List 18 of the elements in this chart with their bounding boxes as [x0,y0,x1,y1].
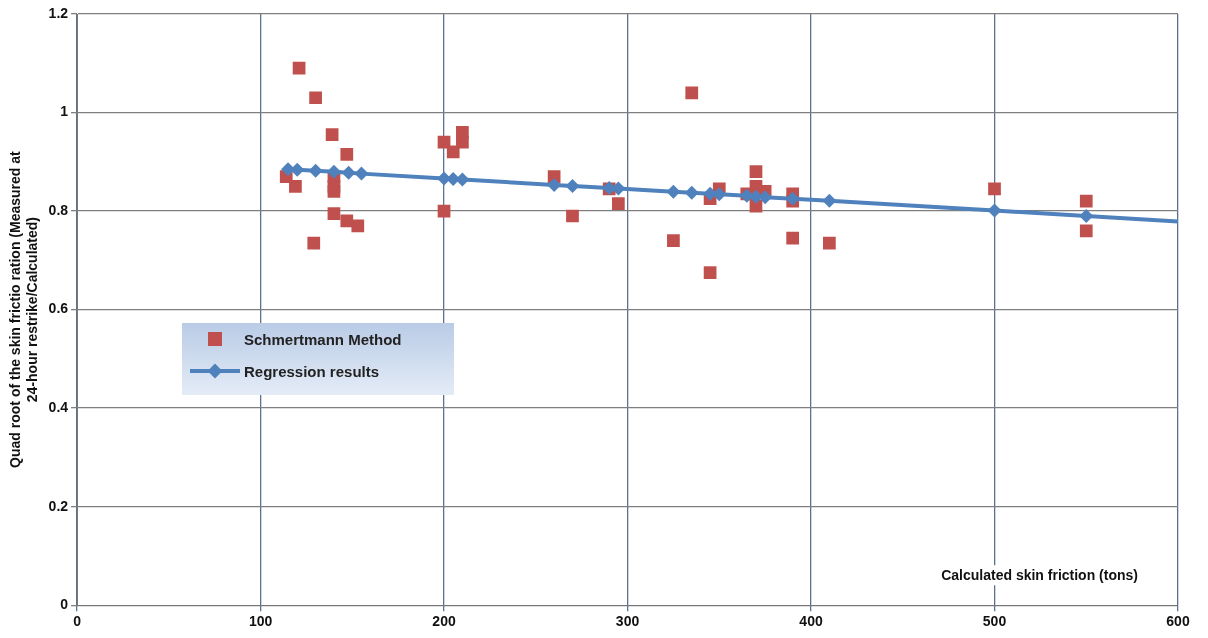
legend-label: Regression results [244,362,380,380]
x-tick-label: 0 [73,613,82,630]
x-tick-label: 400 [799,613,823,630]
y-tick-label: 0.8 [48,201,69,218]
y-axis-title: Quad root of the skin frictio ration (Measured at 24-hour restrike/Calculated) [7,150,41,468]
y-tick-label: 0.6 [48,300,69,317]
x-tick-label: 100 [248,613,273,630]
x-axis-title: Calculated skin friction (tons) [941,567,1138,584]
legend-label: Schmertmann Method [244,330,402,348]
x-tick-label: 600 [1166,613,1190,630]
y-tick-label: 0 [60,596,69,613]
x-tick-label: 200 [432,613,456,630]
y-tick-label: 1 [60,103,69,120]
y-tick-label: 0.2 [48,497,69,514]
x-tick-label: 500 [982,613,1007,630]
y-tick-label: 1.2 [48,4,69,21]
x-tick-label: 300 [615,613,640,630]
y-tick-label: 0.4 [48,398,69,415]
